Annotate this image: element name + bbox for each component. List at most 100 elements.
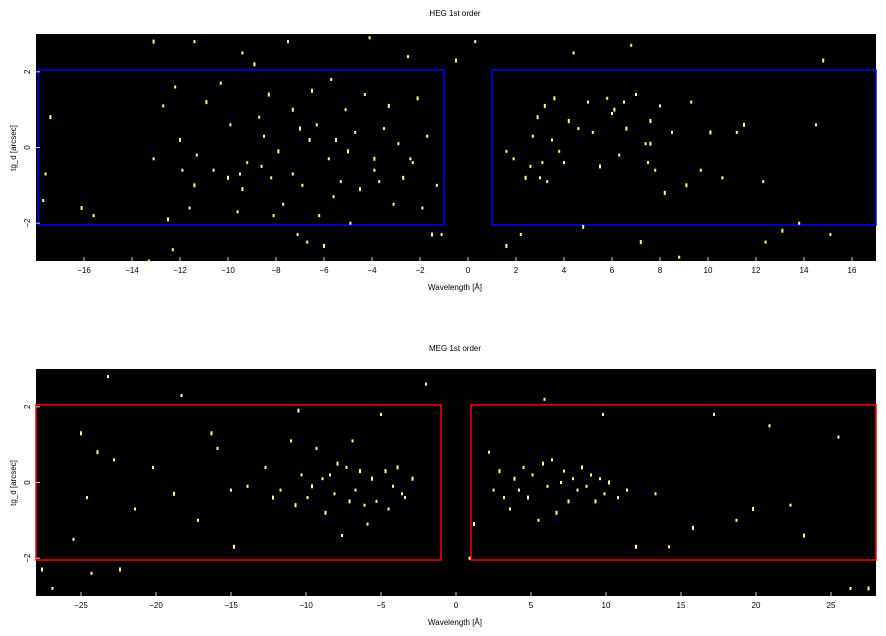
meg-event-point — [404, 496, 406, 500]
meg-event-point — [341, 534, 343, 537]
heg-event-point — [147, 259, 150, 263]
heg-event-point — [291, 107, 294, 112]
heg-event-point — [174, 85, 177, 89]
meg-event-point — [311, 484, 313, 489]
meg-event-point — [329, 473, 331, 477]
heg-event-point — [512, 157, 515, 161]
heg-event-point — [407, 55, 409, 59]
meg-event-point — [692, 525, 694, 530]
heg-event-point — [241, 51, 244, 55]
meg-event-point — [551, 458, 553, 462]
heg-x-tick-label: −4 — [367, 266, 377, 275]
meg-x-tick-label: −25 — [74, 601, 88, 610]
meg-chart-title: MEG 1st order — [429, 344, 481, 353]
meg-event-point — [401, 492, 403, 496]
heg-event-point — [282, 202, 285, 206]
heg-x-tick-label: −12 — [173, 266, 187, 275]
heg-y-tick-label: 2 — [23, 69, 32, 74]
meg-y-axis-ticks: −2 0 2 — [23, 404, 40, 563]
heg-event-point — [524, 175, 527, 180]
meg-event-point — [384, 469, 387, 474]
meg-x-axis-ticks: −25 −20 −15 −10 −5 0 5 10 15 20 25 — [74, 592, 836, 610]
meg-event-point — [306, 496, 309, 500]
heg-event-point — [270, 176, 273, 180]
meg-x-tick-label: 25 — [827, 601, 836, 610]
meg-x-tick-label: 5 — [529, 601, 534, 610]
heg-event-point — [409, 157, 412, 161]
heg-event-point — [246, 161, 249, 165]
heg-event-point — [709, 130, 712, 135]
meg-event-point — [626, 488, 628, 492]
heg-event-point — [421, 206, 424, 210]
meg-event-point — [789, 503, 792, 507]
meg-event-point — [152, 465, 154, 469]
meg-event-point — [498, 469, 501, 474]
heg-event-point — [373, 156, 376, 161]
meg-event-point — [537, 518, 540, 522]
heg-event-point — [354, 130, 357, 134]
heg-event-point — [685, 183, 688, 188]
heg-event-point — [92, 214, 95, 218]
heg-event-point — [572, 51, 575, 55]
meg-event-point — [366, 522, 369, 526]
meg-event-point — [599, 477, 601, 481]
heg-event-point — [181, 168, 184, 172]
heg-event-point — [363, 93, 366, 96]
heg-plot-area — [36, 34, 876, 261]
meg-event-point — [518, 488, 520, 492]
meg-event-point — [492, 488, 495, 492]
heg-event-point — [539, 176, 541, 180]
meg-event-point — [522, 465, 525, 469]
meg-y-axis-label: tg_d [arcsec] — [9, 460, 18, 506]
meg-event-point — [572, 477, 574, 481]
heg-event-point — [44, 172, 47, 176]
heg-event-point — [735, 130, 738, 134]
heg-event-point — [625, 126, 628, 131]
heg-event-point — [332, 195, 335, 199]
heg-x-tick-label: 4 — [562, 266, 567, 275]
heg-event-point — [505, 243, 508, 248]
heg-event-point — [440, 233, 443, 236]
meg-event-point — [113, 458, 115, 462]
meg-x-tick-label: −20 — [149, 601, 163, 610]
heg-y-axis-label: tg_d [arcsec] — [9, 125, 18, 171]
heg-event-point — [167, 217, 169, 222]
meg-event-point — [210, 431, 213, 436]
heg-event-point — [368, 36, 371, 40]
heg-event-point — [193, 40, 196, 44]
meg-event-point — [527, 495, 529, 500]
heg-event-point — [435, 183, 438, 187]
meg-x-axis-label: Wavelength [Å] — [428, 618, 482, 627]
heg-event-point — [49, 115, 52, 120]
meg-event-point — [849, 586, 852, 590]
meg-event-point — [543, 397, 546, 401]
meg-x-tick-label: 15 — [677, 601, 686, 610]
heg-event-point — [536, 115, 539, 120]
heg-event-point — [563, 161, 565, 165]
meg-event-point — [246, 484, 249, 488]
meg-event-point — [72, 537, 75, 541]
heg-event-point — [392, 202, 395, 206]
heg-event-point — [344, 108, 347, 112]
heg-event-point — [587, 100, 589, 104]
meg-event-point — [134, 507, 136, 511]
meg-event-point — [590, 473, 592, 477]
heg-event-point — [263, 134, 265, 138]
heg-event-point — [311, 88, 313, 93]
heg-event-point — [649, 119, 652, 123]
heg-event-point — [635, 93, 637, 96]
meg-event-point — [735, 518, 738, 522]
heg-event-point — [426, 134, 429, 138]
heg-x-tick-label: 8 — [658, 266, 663, 275]
meg-event-point — [321, 477, 324, 481]
heg-event-point — [699, 168, 702, 172]
heg-event-point — [743, 122, 745, 127]
heg-x-axis-label: Wavelength [Å] — [428, 283, 482, 292]
heg-event-point — [543, 103, 546, 108]
heg-event-point — [829, 233, 832, 236]
heg-event-point — [397, 142, 400, 146]
meg-event-point — [803, 533, 805, 538]
meg-event-point — [560, 481, 562, 484]
heg-x-tick-label: 10 — [704, 266, 713, 275]
